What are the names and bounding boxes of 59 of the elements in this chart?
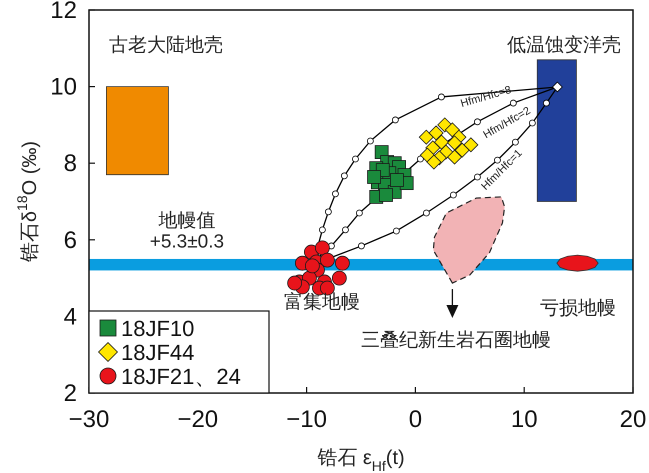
point (417, 156, 424, 162)
point (332, 190, 339, 198)
point (450, 192, 457, 198)
y-tick-label: 6 (64, 226, 77, 254)
point (379, 188, 393, 202)
point (334, 256, 350, 271)
point (392, 228, 400, 234)
annotation: 富集地幔 (284, 290, 360, 312)
point (438, 94, 445, 100)
point (418, 130, 434, 145)
x-tick-label: 20 (620, 406, 646, 432)
x-tick-label: 0 (408, 406, 422, 432)
point (332, 270, 347, 286)
point (444, 122, 460, 138)
x-tick-label: 10 (510, 406, 538, 432)
point (552, 82, 563, 92)
point (352, 156, 359, 162)
point (392, 116, 399, 124)
x-axis-title: 锆石 ε$_{Hf}$(t) (316, 447, 405, 473)
x-tick-label: −10 (286, 406, 327, 432)
point (358, 242, 365, 250)
annotation: 亏损地幔 (540, 298, 616, 318)
point (342, 226, 349, 234)
point (474, 118, 481, 126)
point (447, 150, 462, 164)
point (324, 208, 332, 216)
point (318, 226, 326, 234)
y-tick-label: 10 (50, 73, 77, 100)
point (542, 100, 550, 106)
point (367, 170, 381, 184)
point (287, 276, 302, 290)
point (474, 174, 481, 180)
y-tick-label: 4 (64, 302, 77, 330)
point (426, 154, 442, 170)
annotation: 古老大陆地壳 (109, 34, 223, 56)
point (356, 210, 363, 216)
legend-label: 18JF21、24 (121, 364, 241, 388)
point (428, 126, 444, 140)
x-tick-label: −20 (177, 406, 218, 432)
point (390, 173, 404, 187)
point (454, 142, 470, 158)
y-tick-label: 12 (50, 0, 77, 24)
legend-label: 18JF44 (121, 340, 194, 364)
point (314, 240, 330, 256)
y-tick-label: 8 (64, 150, 77, 177)
point (512, 138, 519, 146)
legend-label: 18JF10 (121, 316, 194, 340)
point (422, 210, 430, 216)
band-label: 地幔值 +5.3±0.3 (150, 210, 224, 252)
y-tick-label: 2 (64, 380, 77, 406)
point (304, 258, 320, 274)
point (366, 138, 374, 144)
point (340, 172, 348, 180)
point (447, 135, 462, 150)
point (320, 252, 335, 268)
point (463, 137, 478, 152)
x-tick-label: −30 (68, 406, 110, 432)
annotation: 三叠纪新生岩石圈地幔 (361, 328, 551, 350)
annotation: 低温蚀变洋壳 (507, 34, 621, 56)
